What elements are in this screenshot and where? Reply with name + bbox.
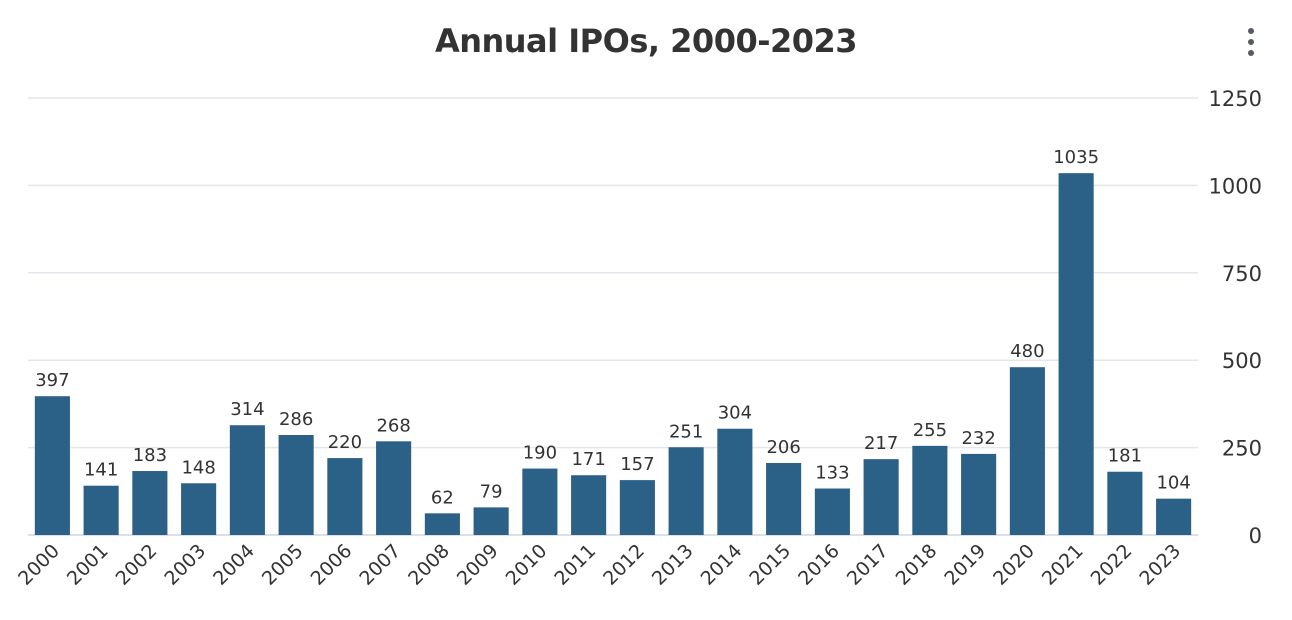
menu-dot	[1248, 50, 1254, 56]
bar[interactable]	[863, 459, 899, 535]
y-axis-ticks: 0 250 500 750 1000 1250	[1209, 87, 1262, 548]
x-tick-label: 2006	[307, 540, 357, 590]
x-tick-label: 2004	[209, 540, 259, 590]
bar[interactable]	[181, 483, 217, 535]
bar[interactable]	[619, 480, 655, 535]
bar[interactable]	[766, 462, 802, 535]
x-tick-label: 2003	[160, 540, 210, 590]
y-tick-label: 1250	[1209, 87, 1262, 111]
data-label: 148	[181, 457, 215, 478]
data-label: 206	[766, 437, 800, 458]
data-label: 62	[431, 487, 454, 508]
x-tick-label: 2002	[112, 540, 162, 590]
bar[interactable]	[1058, 173, 1094, 535]
x-tick-label: 2001	[63, 540, 113, 590]
x-tick-label: 2008	[404, 540, 454, 590]
bar[interactable]	[961, 453, 997, 535]
data-label: 171	[571, 449, 605, 470]
data-label: 251	[669, 421, 703, 442]
data-label: 217	[864, 433, 898, 454]
data-labels: 397 141 183 148 314 286 220 268 62 79 190 171 157 251…	[35, 147, 1191, 508]
bar[interactable]	[1009, 367, 1045, 535]
y-tick-label: 500	[1222, 349, 1262, 373]
x-tick-label: 2010	[502, 540, 552, 590]
bar[interactable]	[522, 468, 558, 535]
data-label: 255	[913, 420, 947, 441]
bar[interactable]	[376, 441, 412, 535]
data-label: 1035	[1053, 147, 1099, 168]
data-label: 232	[961, 428, 995, 449]
bar[interactable]	[424, 513, 460, 535]
x-tick-label: 2000	[14, 540, 64, 590]
data-label: 104	[1156, 473, 1190, 494]
bar[interactable]	[1107, 471, 1143, 535]
data-label: 268	[376, 415, 410, 436]
y-tick-label: 750	[1222, 262, 1262, 286]
y-tick-label: 1000	[1209, 174, 1262, 198]
x-tick-label: 2022	[1087, 540, 1137, 590]
data-label: 133	[815, 463, 849, 484]
y-tick-label: 0	[1249, 524, 1262, 548]
bar[interactable]	[83, 485, 119, 535]
data-label: 79	[480, 481, 503, 502]
bar[interactable]	[571, 475, 607, 535]
chart-title: Annual IPOs, 2000-2023	[434, 22, 858, 60]
menu-dot	[1248, 39, 1254, 45]
x-tick-label: 2012	[599, 540, 649, 590]
data-label: 181	[1108, 446, 1142, 467]
x-tick-label: 2009	[453, 540, 503, 590]
x-tick-label: 2020	[989, 540, 1039, 590]
data-label: 397	[35, 370, 69, 391]
kebab-menu-icon[interactable]	[1236, 24, 1266, 60]
bar[interactable]	[278, 435, 314, 535]
x-tick-label: 2017	[843, 540, 893, 590]
x-tick-label: 2021	[1038, 540, 1088, 590]
bar[interactable]	[814, 488, 850, 535]
bar[interactable]	[132, 471, 168, 535]
x-tick-label: 2016	[794, 540, 844, 590]
bar[interactable]	[229, 425, 265, 535]
x-tick-label: 2014	[697, 540, 747, 590]
data-label: 157	[620, 454, 654, 475]
data-label: 480	[1010, 341, 1044, 362]
x-tick-label: 2013	[648, 540, 698, 590]
x-axis-ticks: 2000200120022003200420052006200720082009…	[14, 540, 1185, 590]
data-label: 286	[279, 409, 313, 430]
bar[interactable]	[473, 507, 509, 535]
bar[interactable]	[34, 396, 70, 535]
bar[interactable]	[668, 447, 704, 535]
bar[interactable]	[327, 458, 363, 535]
gridlines	[28, 97, 1198, 536]
bar[interactable]	[912, 445, 948, 535]
data-label: 190	[523, 443, 557, 464]
x-tick-label: 2011	[550, 540, 600, 590]
bars	[34, 173, 1192, 535]
data-label: 304	[718, 403, 752, 424]
x-tick-label: 2019	[940, 540, 990, 590]
data-label: 220	[328, 432, 362, 453]
x-tick-label: 2018	[892, 540, 942, 590]
data-label: 141	[84, 460, 118, 481]
x-tick-label: 2015	[745, 540, 795, 590]
bar[interactable]	[717, 428, 753, 535]
x-tick-label: 2005	[258, 540, 308, 590]
menu-dot	[1248, 28, 1254, 34]
data-label: 183	[133, 445, 167, 466]
x-tick-label: 2023	[1135, 540, 1185, 590]
bar[interactable]	[1156, 498, 1192, 535]
data-label: 314	[230, 399, 264, 420]
y-tick-label: 250	[1222, 437, 1262, 461]
x-tick-label: 2007	[355, 540, 405, 590]
